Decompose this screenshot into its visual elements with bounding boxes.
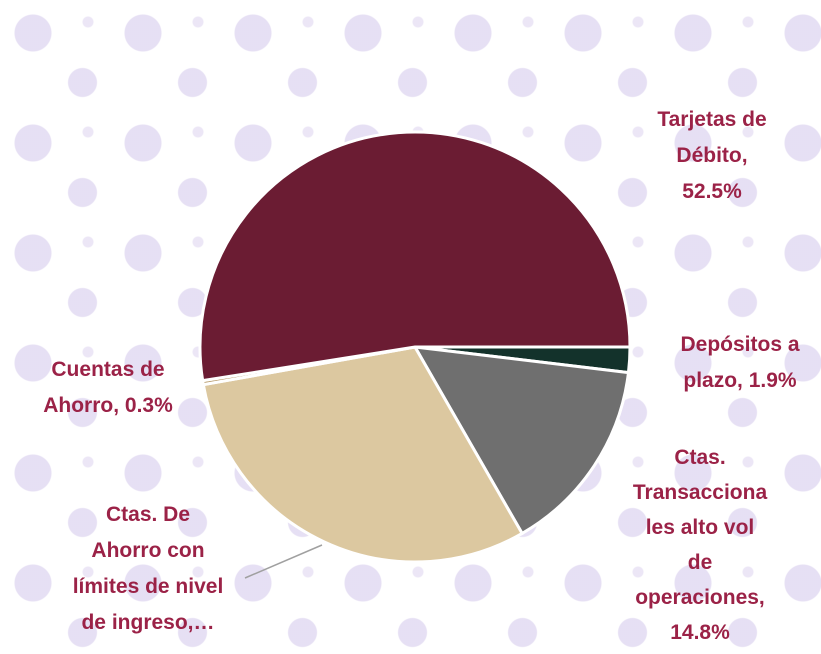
data-label: Ctas. Transacciona les alto vol de opera… (632, 446, 768, 644)
data-label: Depósitos a plazo, 1.9% (680, 333, 800, 392)
data-label: Ctas. De Ahorro con límites de nivel de … (72, 503, 224, 634)
pie-slice (412, 345, 631, 536)
data-label: Cuentas de Ahorro, 0.3% (43, 358, 173, 417)
pie-slice (201, 345, 525, 564)
data-label: Tarjetas de Débito, 52.5% (657, 108, 767, 203)
leader-line (244, 544, 323, 579)
pie-slice (198, 130, 632, 383)
